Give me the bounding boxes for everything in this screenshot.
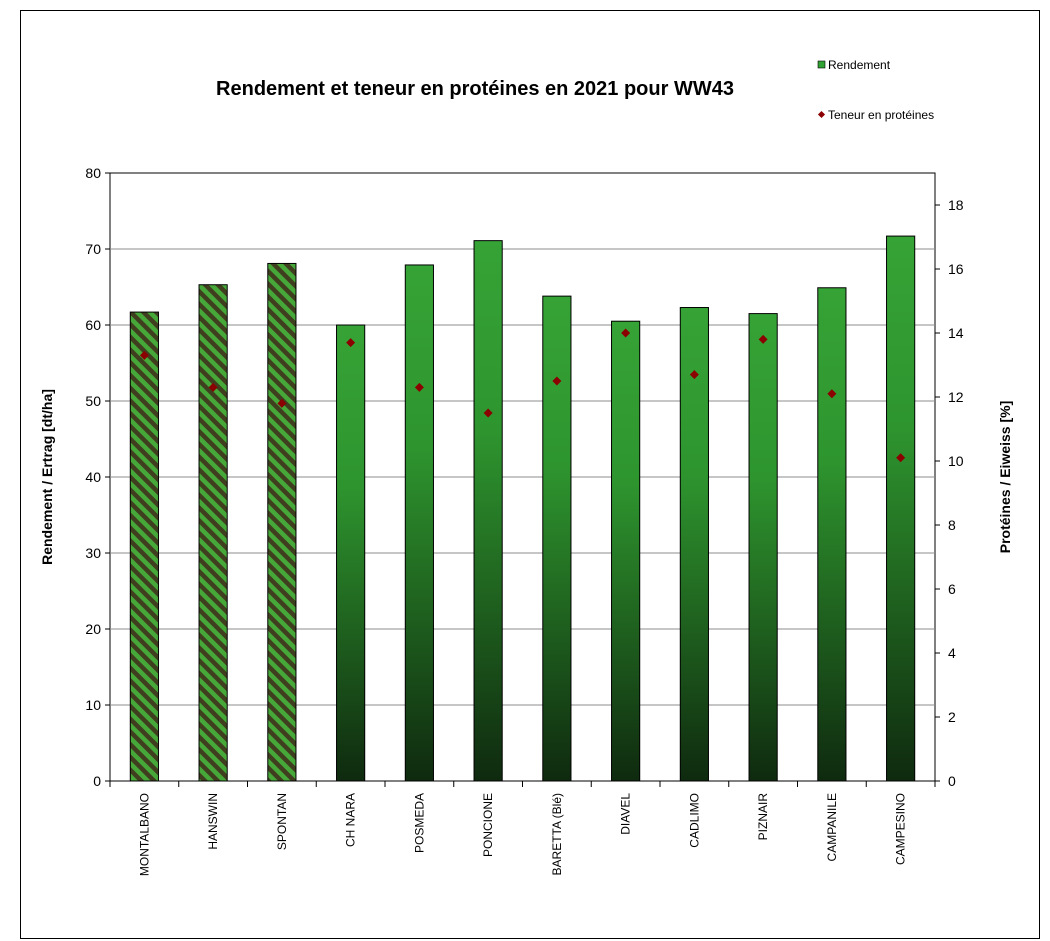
y-tick-label: 70 [85,241,101,257]
y-tick-label: 50 [85,393,101,409]
bar-diavel [611,320,641,782]
protein-point [689,370,699,380]
y-axis-right: 0 2 4 6 8 10 12 14 16 18 [935,197,964,789]
bar-ch-nara [336,324,366,782]
legend-label-proteines: Teneur en protéines [828,108,934,122]
bar-piznair [748,313,778,782]
protein-point [277,398,287,408]
bar-montalbano [129,311,159,782]
protein-point [139,350,149,360]
y2-tick-label: 8 [948,517,956,533]
protein-point [758,334,768,344]
x-tick-label: MONTALBANO [137,793,151,876]
chart-frame [20,10,1040,939]
protein-point [552,376,562,386]
y2-axis-title: Protéines / Eiweiss [%] [997,401,1013,554]
protein-point [483,408,493,418]
y-tick-label: 20 [85,621,101,637]
x-tick-label: PONCIONE [481,793,495,857]
bars [129,235,916,782]
y-tick-label: 60 [85,317,101,333]
x-tick-label: CADLIMO [687,793,701,848]
legend-marker-proteines [817,110,826,119]
chart-title: Rendement et teneur en protéines en 2021… [216,78,734,100]
x-tick-label: CH NARA [344,793,358,847]
y2-tick-label: 18 [948,197,964,213]
x-axis: MONTALBANO HANSWIN SPONTAN CH NARA POSMEDA PO… [109,781,936,876]
protein-point [208,382,218,392]
y2-tick-label: 6 [948,581,956,597]
protein-markers [139,328,906,463]
protein-point [896,453,906,463]
protein-point [414,382,424,392]
bar-spontan [267,262,297,782]
legend-label-rendement: Rendement [828,58,891,72]
protein-point [346,338,356,348]
y2-tick-label: 12 [948,389,964,405]
legend-swatch-rendement [817,60,826,69]
x-tick-label: POSMEDA [412,793,426,853]
x-tick-label: HANSWIN [206,793,220,850]
y2-tick-label: 14 [948,325,964,341]
legend: Rendement Teneur en protéines [817,58,934,122]
bar-poncione [473,240,503,782]
y-axis-left: 0 10 20 30 40 50 60 70 80 [85,165,110,789]
y-tick-label: 30 [85,545,101,561]
y-tick-label: 40 [85,469,101,485]
bar-hanswin [198,284,228,782]
x-tick-label: CAMPANILE [825,793,839,861]
y2-tick-label: 10 [948,453,964,469]
plot-area: 0 10 20 30 40 50 60 70 80 0 2 4 6 8 10 12 14 16 18 MONTAL… [85,165,963,876]
bar-cadlimo [679,307,709,782]
bar-posmeda [404,264,434,782]
y-tick-label: 0 [93,773,101,789]
y-tick-label: 80 [85,165,101,181]
y2-tick-label: 4 [948,645,956,661]
y2-tick-label: 2 [948,709,956,725]
x-tick-label: PIZNAIR [756,793,770,841]
gridlines [110,248,935,706]
x-tick-label: CAMPESINO [894,793,908,865]
protein-point [827,389,837,399]
protein-point [621,328,631,338]
y-axis-title: Rendement / Ertrag [dt/ha] [39,389,55,565]
x-tick-label: BARETTA (Blé) [550,793,564,875]
x-tick-label: SPONTAN [275,793,289,850]
x-tick-label: DIAVEL [619,793,633,835]
y2-tick-label: 16 [948,261,964,277]
y-tick-label: 10 [85,697,101,713]
bar-campanile [817,287,847,782]
bar-campesino [886,235,916,782]
y2-tick-label: 0 [948,773,956,789]
bar-baretta-bl [542,295,572,782]
